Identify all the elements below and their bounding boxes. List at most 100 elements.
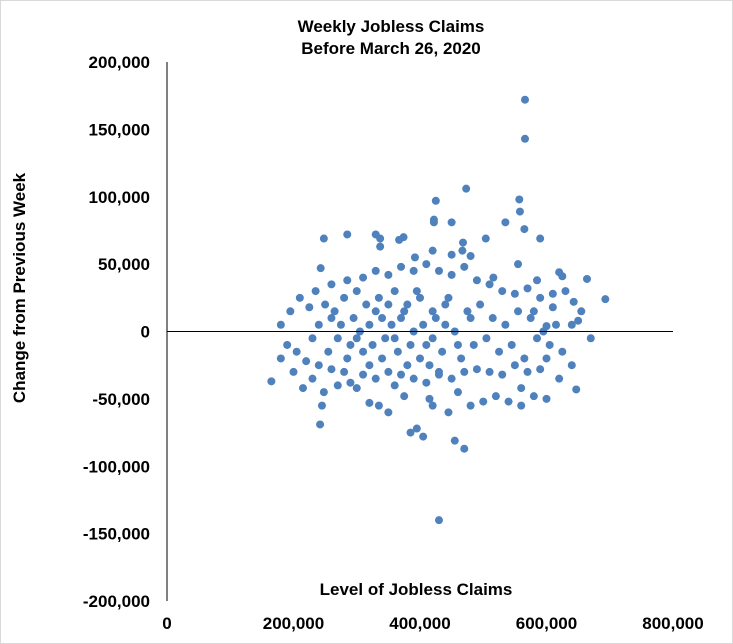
data-point xyxy=(582,274,591,283)
data-point xyxy=(368,340,377,349)
data-point xyxy=(517,384,526,393)
y-tick-label: 200,000 xyxy=(89,53,150,72)
y-axis-title: Change from Previous Week xyxy=(10,172,29,403)
data-point xyxy=(330,307,339,316)
data-point xyxy=(308,334,317,343)
chart-title-line-2: Before March 26, 2020 xyxy=(301,39,481,58)
data-point xyxy=(365,361,374,370)
x-tick-label: 200,000 xyxy=(263,614,324,633)
data-point xyxy=(501,320,510,329)
data-point xyxy=(488,314,497,323)
y-tick-label: -200,000 xyxy=(83,592,150,611)
data-point xyxy=(441,300,450,309)
data-point xyxy=(536,365,545,374)
x-tick-label: 0 xyxy=(162,614,171,633)
data-point xyxy=(466,252,475,261)
data-point xyxy=(551,320,560,329)
data-point xyxy=(517,401,526,410)
data-point xyxy=(292,347,301,356)
data-point xyxy=(419,320,428,329)
data-point xyxy=(533,276,542,285)
data-point xyxy=(548,289,557,298)
data-point xyxy=(397,262,406,271)
data-point xyxy=(336,320,345,329)
data-point xyxy=(453,340,462,349)
data-point xyxy=(431,314,440,323)
data-point xyxy=(450,436,459,445)
data-point xyxy=(393,347,402,356)
data-point xyxy=(410,253,419,262)
x-axis-title: Level of Jobless Claims xyxy=(320,580,513,599)
y-tick-label: -50,000 xyxy=(92,390,150,409)
data-point xyxy=(317,401,326,410)
data-point xyxy=(482,334,491,343)
data-point xyxy=(390,334,399,343)
data-point xyxy=(302,357,311,366)
data-point xyxy=(460,444,469,453)
data-point xyxy=(298,384,307,393)
data-point xyxy=(567,320,576,329)
data-point xyxy=(316,420,325,429)
data-point xyxy=(311,287,320,296)
data-point xyxy=(434,266,443,275)
x-tick-label: 600,000 xyxy=(516,614,577,633)
data-point xyxy=(569,297,578,306)
data-point xyxy=(374,401,383,410)
y-tick-labels: 200,000 150,000 100,000 50,000 0 -50,000 -100,… xyxy=(83,53,150,611)
data-point xyxy=(476,300,485,309)
data-point xyxy=(542,394,551,403)
data-point xyxy=(403,361,412,370)
data-point xyxy=(479,397,488,406)
data-point xyxy=(276,354,285,363)
data-point xyxy=(403,300,412,309)
data-point xyxy=(283,340,292,349)
data-point xyxy=(387,320,396,329)
data-point xyxy=(428,246,437,255)
data-point xyxy=(558,272,567,281)
data-point xyxy=(374,293,383,302)
data-point xyxy=(267,377,276,386)
data-point xyxy=(314,320,323,329)
data-point xyxy=(340,293,349,302)
data-point xyxy=(558,347,567,356)
data-point xyxy=(327,314,336,323)
x-tick-label: 800,000 xyxy=(642,614,703,633)
data-point xyxy=(359,273,368,282)
data-point xyxy=(515,195,524,204)
data-point xyxy=(365,398,374,407)
data-point xyxy=(514,260,523,269)
data-point xyxy=(324,347,333,356)
data-point xyxy=(425,361,434,370)
data-point xyxy=(340,367,349,376)
data-point xyxy=(515,207,524,216)
data-point xyxy=(429,218,438,227)
data-point xyxy=(520,225,529,234)
data-point xyxy=(586,334,595,343)
data-point xyxy=(510,289,519,298)
data-point xyxy=(371,307,380,316)
data-point xyxy=(507,340,516,349)
data-point xyxy=(316,264,325,273)
data-point xyxy=(523,367,532,376)
data-point xyxy=(333,381,342,390)
data-point xyxy=(428,307,437,316)
data-point xyxy=(498,370,507,379)
data-point xyxy=(416,354,424,363)
data-point xyxy=(362,300,371,309)
data-point xyxy=(510,361,519,370)
data-point xyxy=(412,287,421,296)
data-point xyxy=(422,260,431,269)
data-point xyxy=(447,218,456,227)
data-point xyxy=(459,238,468,247)
data-point xyxy=(466,314,475,323)
data-point xyxy=(458,246,467,255)
data-point xyxy=(395,235,404,244)
data-point xyxy=(400,392,409,401)
data-point xyxy=(384,367,393,376)
data-point xyxy=(526,314,535,323)
y-tick-label: -150,000 xyxy=(83,525,150,544)
data-point xyxy=(466,401,475,410)
data-point xyxy=(453,388,462,397)
data-point xyxy=(422,378,431,387)
